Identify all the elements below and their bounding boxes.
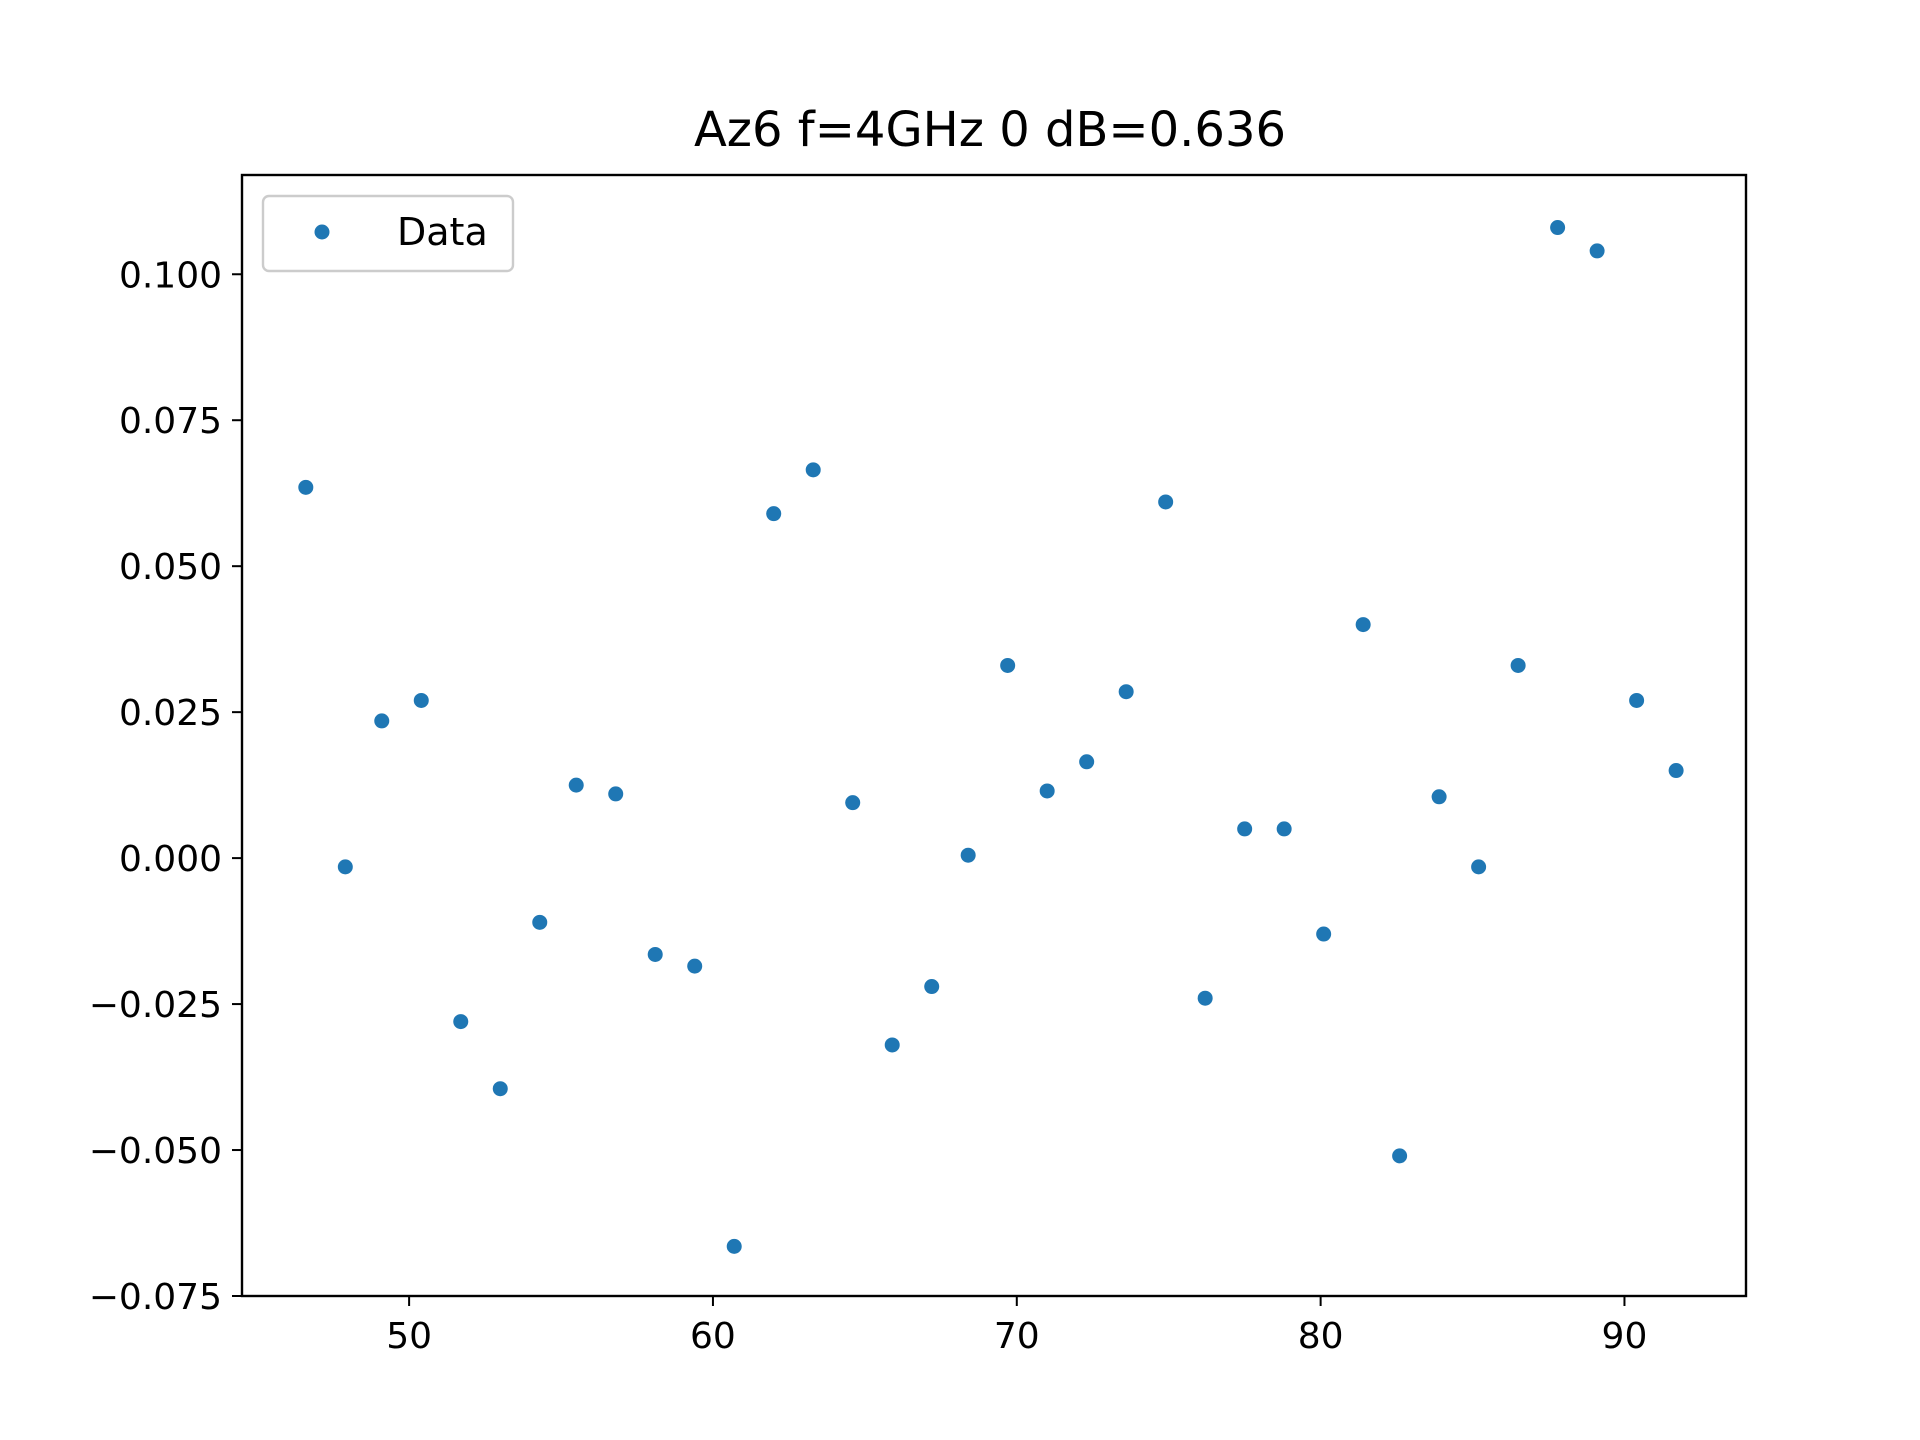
y-tick-label: 0.075	[119, 401, 222, 442]
data-point	[492, 1081, 508, 1097]
plot-frame	[240, 173, 1748, 1298]
data-point	[1668, 763, 1684, 779]
data-point	[374, 713, 390, 729]
x-tick-label: 70	[994, 1316, 1040, 1357]
data-point	[845, 795, 861, 811]
data-point	[805, 462, 821, 478]
data-point	[1158, 494, 1174, 510]
data-point	[532, 914, 548, 930]
data-point	[647, 946, 663, 962]
data-point	[1079, 754, 1095, 770]
x-tick-label: 50	[386, 1316, 432, 1357]
data-point	[687, 958, 703, 974]
legend-box	[261, 194, 515, 273]
data-point	[1039, 783, 1055, 799]
data-point	[1589, 243, 1605, 259]
data-point	[1629, 692, 1645, 708]
data-point	[960, 847, 976, 863]
data-point	[1392, 1148, 1408, 1164]
y-tick-label: 0.025	[119, 693, 222, 734]
y-axis-ticks: −0.075 −0.050 −0.025 0.000 0.025 0.050 0.075 0.…	[89, 255, 242, 1318]
x-axis-ticks: 50 60 70 80 90	[386, 1296, 1647, 1357]
data-points	[298, 220, 1684, 1254]
x-tick-label: 80	[1298, 1316, 1344, 1357]
data-point	[1431, 789, 1447, 805]
y-tick-label: −0.025	[89, 985, 222, 1026]
legend-marker	[314, 224, 330, 240]
data-point	[726, 1238, 742, 1254]
x-tick-label: 90	[1602, 1316, 1648, 1357]
legend-label: Data	[397, 210, 488, 254]
data-point	[766, 506, 782, 522]
data-point	[924, 979, 940, 995]
data-point	[1471, 859, 1487, 875]
data-point	[608, 786, 624, 802]
y-tick-label: −0.075	[89, 1277, 222, 1318]
data-point	[884, 1037, 900, 1053]
y-tick-label: 0.100	[119, 255, 222, 296]
y-tick-label: 0.000	[119, 839, 222, 880]
chart-title: Az6 f=4GHz 0 dB=0.636	[694, 102, 1286, 158]
data-point	[453, 1014, 469, 1030]
data-point	[1118, 684, 1134, 700]
data-point	[1510, 657, 1526, 673]
data-point	[1276, 821, 1292, 837]
data-point	[1000, 657, 1016, 673]
data-point	[568, 777, 584, 793]
data-point	[1355, 617, 1371, 633]
data-point	[337, 859, 353, 875]
y-tick-label: −0.050	[89, 1131, 222, 1172]
legend: Data	[261, 194, 515, 273]
y-tick-label: 0.050	[119, 547, 222, 588]
data-point	[413, 692, 429, 708]
x-tick-label: 60	[690, 1316, 736, 1357]
data-point	[1316, 926, 1332, 942]
data-point	[1237, 821, 1253, 837]
data-point	[1197, 990, 1213, 1006]
data-point	[298, 479, 314, 495]
data-point	[1550, 220, 1566, 236]
